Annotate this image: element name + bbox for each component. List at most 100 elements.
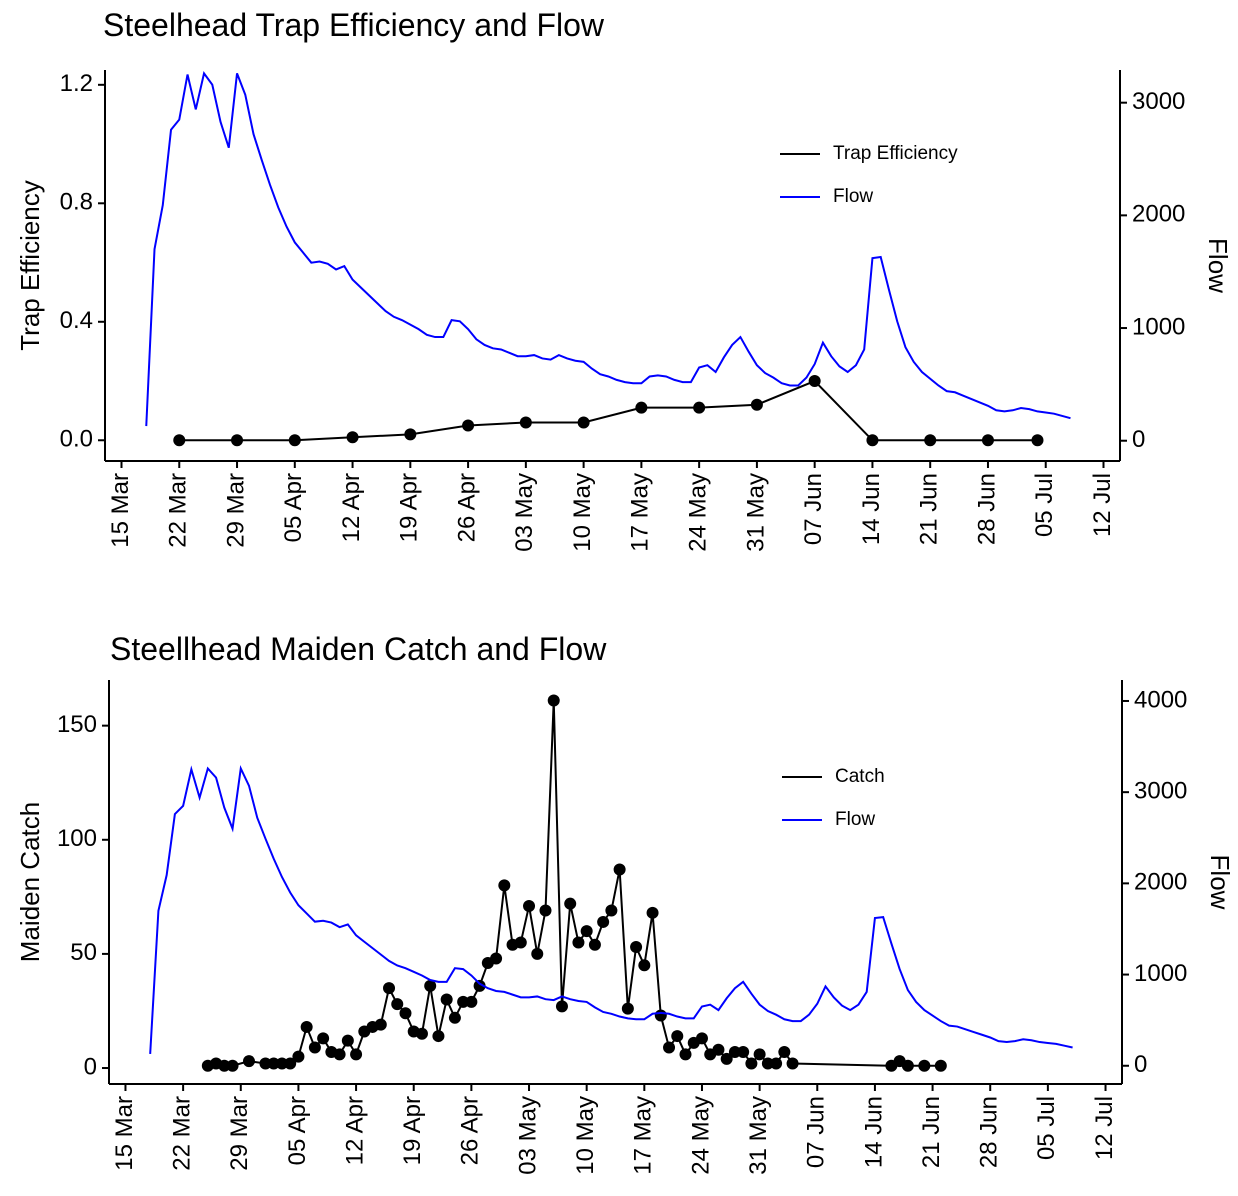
point: [519, 416, 532, 429]
point: [547, 694, 560, 707]
x-tick-label: 12 Apr: [338, 473, 365, 542]
point: [679, 1048, 692, 1061]
point: [539, 904, 552, 917]
y2-tick-label: 0: [1134, 1051, 1147, 1078]
point: [728, 1046, 741, 1059]
point: [350, 1048, 363, 1061]
x-tick-label: 19 Apr: [396, 473, 423, 542]
x-tick-label: 17 May: [630, 1096, 657, 1175]
x-tick-label: 29 Mar: [222, 473, 249, 548]
x-tick-label: 14 Jun: [858, 473, 885, 545]
x-tick-label: 07 Jun: [803, 1096, 830, 1168]
y2-tick-label: 2000: [1132, 201, 1185, 228]
y-tick-label: 0.4: [60, 307, 93, 334]
x-tick-label: 17 May: [627, 473, 654, 552]
point: [808, 375, 821, 388]
y-axis-label: Maiden Catch: [15, 802, 45, 962]
series-line: [145, 71, 1071, 427]
point: [346, 431, 359, 444]
y2-axis-label: Flow: [1205, 855, 1235, 910]
x-tick-label: 12 Apr: [341, 1096, 368, 1165]
series-line: [179, 379, 1038, 442]
point: [654, 1009, 667, 1022]
y2-tick-label: 4000: [1134, 686, 1187, 713]
y2-tick-label: 2000: [1134, 869, 1187, 896]
point: [383, 982, 396, 995]
point: [918, 1059, 931, 1072]
point: [778, 1046, 791, 1059]
point: [924, 434, 937, 447]
point: [448, 1011, 461, 1024]
point: [613, 863, 626, 876]
y-tick-label: 0.0: [60, 426, 93, 453]
point: [259, 1057, 272, 1070]
x-tick-label: 21 Jun: [918, 1096, 945, 1168]
point: [173, 434, 186, 447]
point: [580, 925, 593, 938]
x-tick-label: 05 Apr: [284, 1096, 311, 1165]
point: [720, 1052, 733, 1065]
x-tick-label: 05 Jul: [1033, 1096, 1060, 1160]
point: [300, 1020, 313, 1033]
x-tick-label: 10 May: [572, 1096, 599, 1175]
point: [333, 1048, 346, 1061]
point: [695, 1032, 708, 1045]
y-axis-label: Trap Efficiency: [15, 180, 45, 351]
x-tick-label: 31 May: [742, 473, 769, 552]
point: [646, 906, 659, 919]
y2-tick-label: 1000: [1132, 313, 1185, 340]
point: [588, 938, 601, 951]
point: [374, 1018, 387, 1031]
point: [555, 1000, 568, 1013]
point: [440, 993, 453, 1006]
y-tick-label: 50: [70, 939, 97, 966]
y-tick-label: 1.2: [60, 70, 93, 97]
point: [399, 1007, 412, 1020]
x-tick-label: 12 Jul: [1089, 473, 1116, 537]
point: [564, 897, 577, 910]
point: [523, 899, 536, 912]
x-tick-label: 10 May: [569, 473, 596, 552]
y2-tick-label: 3000: [1132, 88, 1185, 115]
y2-tick-label: 0: [1132, 426, 1145, 453]
x-tick-label: 28 Jun: [976, 1096, 1003, 1168]
x-tick-label: 24 May: [687, 1096, 714, 1175]
x-tick-label: 22 Mar: [165, 473, 192, 548]
x-tick-label: 12 Jul: [1091, 1096, 1118, 1160]
point: [981, 434, 994, 447]
point: [1031, 434, 1044, 447]
point: [284, 1057, 297, 1070]
y-tick-label: 0: [84, 1053, 97, 1080]
point: [605, 904, 618, 917]
point: [786, 1057, 799, 1070]
y2-axis-label: Flow: [1203, 238, 1233, 293]
x-tick-label: 05 Apr: [280, 473, 307, 542]
x-tick-label: 24 May: [684, 473, 711, 552]
x-tick-label: 03 May: [511, 473, 538, 552]
point: [275, 1057, 288, 1070]
x-tick-label: 05 Jul: [1031, 473, 1058, 537]
legend-label: Catch: [835, 766, 885, 787]
point: [737, 1046, 750, 1059]
point: [490, 952, 503, 965]
point: [901, 1059, 914, 1072]
x-tick-label: 14 Jun: [860, 1096, 887, 1168]
x-tick-label: 26 Apr: [453, 473, 480, 542]
series-line: [207, 700, 941, 1067]
point: [415, 1027, 428, 1040]
point: [531, 947, 544, 960]
point: [498, 879, 511, 892]
x-tick-label: 26 Apr: [457, 1096, 484, 1165]
y-tick-label: 150: [57, 711, 97, 738]
legend-label: Flow: [835, 809, 875, 830]
y-tick-label: 100: [57, 825, 97, 852]
point: [753, 1048, 766, 1061]
point: [391, 998, 404, 1011]
point: [866, 434, 879, 447]
point: [267, 1057, 280, 1070]
point: [745, 1057, 758, 1070]
legend-label: Trap Efficiency: [833, 143, 958, 164]
x-tick-label: 28 Jun: [973, 473, 1000, 545]
point: [226, 1059, 239, 1072]
